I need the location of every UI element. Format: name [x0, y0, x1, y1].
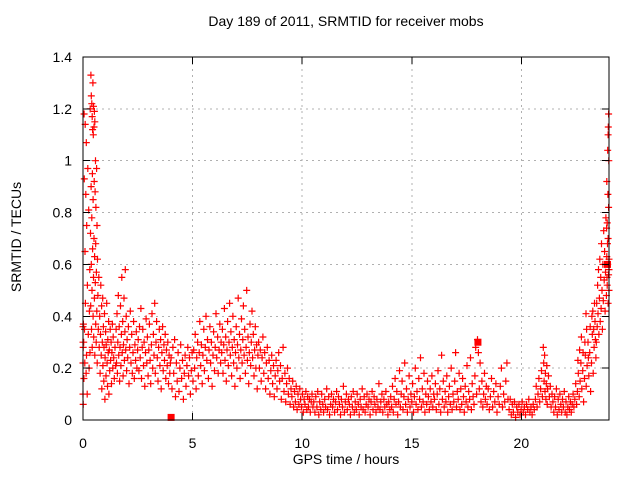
x-axis-title: GPS time / hours	[292, 451, 400, 467]
x-tick-label: 15	[404, 435, 420, 451]
plot-border	[82, 56, 610, 421]
x-tick-label: 5	[189, 435, 197, 451]
y-tick-label: 0.4	[53, 308, 73, 324]
y-tick-label: 1	[64, 153, 72, 169]
y-tick-label: 0.6	[53, 256, 73, 272]
scatter-dense-square	[167, 413, 175, 421]
x-tick-label: 20	[514, 435, 530, 451]
y-tick-label: 1.4	[53, 49, 73, 65]
x-tick-label: 10	[294, 435, 310, 451]
y-tick-label: 0.2	[53, 360, 73, 376]
x-tick-label: 0	[79, 435, 87, 451]
chart-title: Day 189 of 2011, SRMTID for receiver mob…	[208, 13, 484, 29]
scatter-points	[79, 71, 613, 421]
y-tick-label: 0.8	[53, 205, 73, 221]
y-tick-label: 1.2	[53, 101, 73, 117]
scatter-dense-square	[474, 338, 482, 346]
y-tick-label: 0	[64, 412, 72, 428]
